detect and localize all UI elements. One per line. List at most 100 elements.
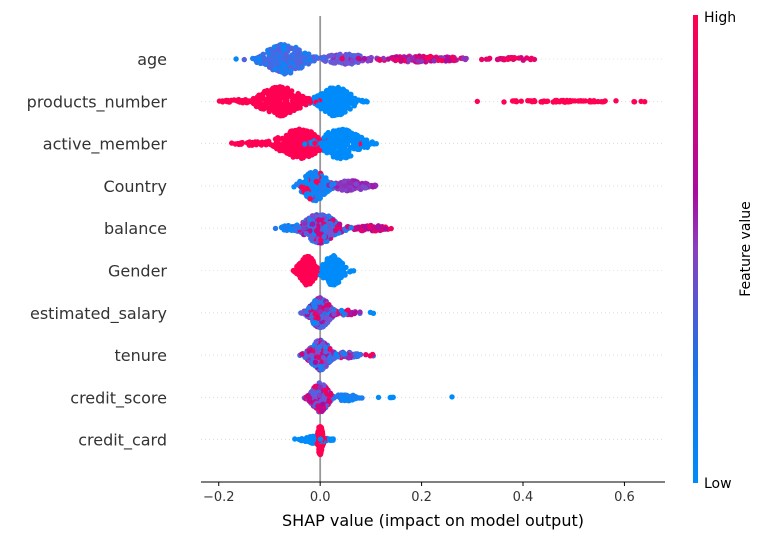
shap-point xyxy=(552,98,558,104)
shap-point xyxy=(343,141,350,148)
shap-point xyxy=(335,127,342,133)
shap-point xyxy=(331,277,337,283)
shap-point xyxy=(375,224,381,230)
shap-point xyxy=(310,390,316,397)
shap-point xyxy=(340,109,346,115)
shap-point xyxy=(334,110,341,117)
shap-point xyxy=(334,272,340,278)
shap-point xyxy=(326,266,332,272)
shap-point xyxy=(344,392,350,398)
shap-point xyxy=(272,66,278,72)
shap-point xyxy=(311,94,317,101)
x-tick-label: 0.0 xyxy=(310,490,331,505)
feature-points-Gender xyxy=(290,253,357,288)
shap-point xyxy=(595,98,601,105)
shap-point xyxy=(331,268,337,274)
shap-point xyxy=(427,53,434,60)
shap-point xyxy=(369,139,375,145)
shap-point xyxy=(318,212,324,218)
shap-point xyxy=(322,344,329,351)
shap-point xyxy=(292,151,298,157)
shap-point xyxy=(303,176,310,183)
shap-point xyxy=(375,394,382,401)
shap-point xyxy=(321,234,327,240)
shap-point xyxy=(312,168,318,175)
shap-point xyxy=(329,182,335,188)
shap-point xyxy=(334,262,341,268)
shap-point xyxy=(288,45,294,52)
shap-point xyxy=(273,94,279,100)
shap-point xyxy=(317,272,324,278)
shap-point xyxy=(309,145,315,152)
shap-point xyxy=(288,68,294,74)
shap-point xyxy=(306,216,312,223)
shap-point xyxy=(613,98,619,104)
shap-point xyxy=(305,61,312,67)
x-axis-label: SHAP value (impact on model output) xyxy=(282,511,584,530)
feature-points-Country xyxy=(291,168,379,204)
shap-point xyxy=(279,93,285,100)
shap-point xyxy=(313,197,319,204)
shap-point xyxy=(319,55,326,61)
shap-point xyxy=(449,394,455,400)
shap-point xyxy=(327,276,333,282)
shap-point xyxy=(309,235,315,241)
shap-point xyxy=(336,92,342,98)
shap-point xyxy=(315,354,322,360)
shap-point xyxy=(323,95,329,101)
feature-points-estimated_salary xyxy=(298,295,377,331)
shap-point xyxy=(601,98,608,105)
shap-point xyxy=(557,99,563,105)
shap-point xyxy=(418,58,424,65)
feature-labels: age products_number active_member Country ba… xyxy=(27,50,168,451)
shap-point xyxy=(331,307,337,313)
shap-point xyxy=(328,392,334,398)
shap-point xyxy=(307,262,314,268)
shap-point xyxy=(260,91,266,97)
feature-label-Country: Country xyxy=(103,177,167,196)
shap-point xyxy=(301,100,307,106)
shap-point xyxy=(334,106,341,113)
shap-point xyxy=(352,137,358,144)
shap-point xyxy=(409,55,416,61)
feature-label-credit_card: credit_card xyxy=(78,431,167,451)
shap-point xyxy=(312,150,318,156)
shap-point xyxy=(322,272,328,279)
shap-point xyxy=(307,196,313,202)
shap-point xyxy=(355,55,362,61)
shap-point xyxy=(388,394,394,401)
shap-point xyxy=(299,436,305,442)
feature-label-age: age xyxy=(137,50,167,69)
shap-point xyxy=(316,194,322,200)
feature-label-balance: balance xyxy=(104,219,167,238)
shap-point xyxy=(345,307,351,313)
shap-point xyxy=(267,46,273,53)
shap-point xyxy=(316,102,322,108)
shap-point xyxy=(336,150,343,156)
shap-point xyxy=(306,267,312,273)
shap-point xyxy=(631,99,638,105)
shap-point xyxy=(463,55,469,62)
shap-point xyxy=(327,316,333,323)
shap-point xyxy=(324,143,330,150)
shap-point xyxy=(331,97,337,103)
shap-point xyxy=(518,98,524,104)
shap-point xyxy=(304,181,310,187)
shap-point xyxy=(525,98,531,104)
shap-point xyxy=(348,393,355,399)
shap-point xyxy=(339,56,345,62)
shap-point xyxy=(265,97,271,103)
feature-gridlines xyxy=(201,58,665,441)
shap-point xyxy=(271,44,277,50)
shap-point xyxy=(516,55,522,61)
shap-point xyxy=(317,436,324,442)
shap-point xyxy=(277,147,283,154)
shap-point xyxy=(310,133,316,139)
shap-point xyxy=(288,130,294,137)
shap-point xyxy=(318,91,324,97)
shap-point xyxy=(233,56,239,62)
shap-point xyxy=(353,225,360,231)
shap-point xyxy=(315,299,322,305)
shap-point xyxy=(316,231,322,237)
